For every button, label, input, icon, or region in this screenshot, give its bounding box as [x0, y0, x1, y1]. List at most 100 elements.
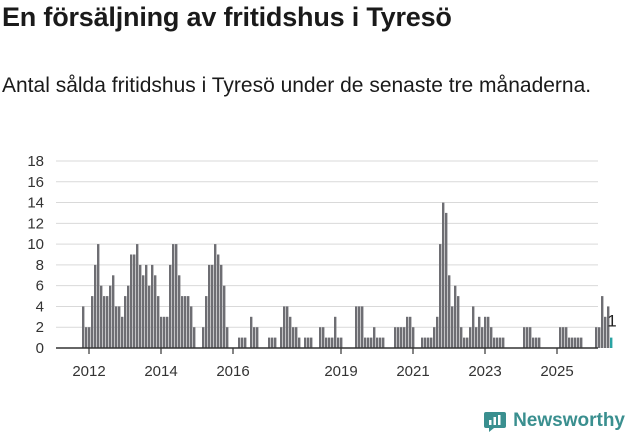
- bar: [469, 327, 472, 348]
- bar: [328, 337, 331, 348]
- bar: [406, 316, 409, 348]
- bar: [250, 316, 253, 348]
- bar: [226, 327, 229, 348]
- bar: [442, 202, 445, 348]
- bar: [223, 285, 226, 348]
- bar: [124, 296, 127, 348]
- bar: [268, 337, 271, 348]
- bar: [400, 327, 403, 348]
- bar: [115, 306, 118, 348]
- bar: [490, 327, 493, 348]
- bar: [220, 264, 223, 348]
- bar: [202, 327, 205, 348]
- y-tick-label: 12: [27, 215, 44, 232]
- y-tick-label: 16: [27, 174, 44, 191]
- bar: [184, 296, 187, 348]
- bar: [427, 337, 430, 348]
- bar: [253, 327, 256, 348]
- bar: [487, 316, 490, 348]
- bar: [472, 306, 475, 348]
- bar: [211, 264, 214, 348]
- bar: [364, 337, 367, 348]
- bar: [598, 327, 601, 348]
- bar: [208, 264, 211, 348]
- bar: [457, 296, 460, 348]
- bar: [82, 306, 85, 348]
- bar: [160, 316, 163, 348]
- bar: [322, 327, 325, 348]
- bar: [133, 254, 136, 348]
- bar: [85, 327, 88, 348]
- bar: [142, 275, 145, 348]
- bar: [433, 327, 436, 348]
- x-tick-label: 2023: [468, 363, 501, 380]
- bar: [610, 337, 613, 348]
- x-tick-label: 2019: [324, 363, 357, 380]
- bar: [112, 275, 115, 348]
- bar: [394, 327, 397, 348]
- bar: [304, 337, 307, 348]
- bar: [373, 327, 376, 348]
- page-subtitle: Antal sålda fritidshus i Tyresö under de…: [2, 74, 592, 97]
- bar: [475, 327, 478, 348]
- bar: [205, 296, 208, 348]
- bar: [526, 327, 529, 348]
- bar: [244, 337, 247, 348]
- bar: [100, 285, 103, 348]
- y-tick-label: 4: [36, 298, 44, 315]
- bar: [310, 337, 313, 348]
- bar-chart: 0 2 4 6 8 10 12 14 16 18 2012 2014 2016 2019 2021 2023 2…: [27, 153, 616, 380]
- bar: [448, 275, 451, 348]
- y-tick-label: 2: [36, 319, 44, 336]
- bar: [523, 327, 526, 348]
- bar: [103, 296, 106, 348]
- bar: [604, 316, 607, 348]
- bar: [361, 306, 364, 348]
- bar: [577, 337, 580, 348]
- bar: [532, 337, 535, 348]
- y-tick-label: 18: [27, 153, 44, 170]
- bar: [151, 264, 154, 348]
- bar: [370, 337, 373, 348]
- bar: [331, 337, 334, 348]
- bar: [190, 306, 193, 348]
- bar: [298, 337, 301, 348]
- bar: [106, 296, 109, 348]
- x-tick-label: 2012: [72, 363, 105, 380]
- bar: [376, 337, 379, 348]
- bar: [481, 327, 484, 348]
- last-value-annotation: 1: [607, 312, 616, 331]
- bar: [454, 285, 457, 348]
- bar: [421, 337, 424, 348]
- bar: [445, 212, 448, 348]
- bar: [493, 337, 496, 348]
- bar: [580, 337, 583, 348]
- newsworthy-brand: Newsworthy: [483, 409, 625, 433]
- bar: [91, 296, 94, 348]
- x-tick-label: 2016: [216, 363, 249, 380]
- bar: [319, 327, 322, 348]
- x-tick-label: 2025: [540, 363, 573, 380]
- bar: [193, 327, 196, 348]
- bar: [181, 296, 184, 348]
- y-tick-label: 10: [27, 236, 44, 253]
- bar: [607, 306, 610, 348]
- x-tick-label: 2014: [144, 363, 177, 380]
- bar: [355, 306, 358, 348]
- bar: [187, 296, 190, 348]
- bar: [502, 337, 505, 348]
- page-title: En försäljning av fritidshus i Tyresö: [2, 2, 452, 32]
- bar: [118, 306, 121, 348]
- y-tick-label: 14: [27, 195, 44, 212]
- bar: [478, 316, 481, 348]
- bar: [382, 337, 385, 348]
- bar: [571, 337, 574, 348]
- bar: [274, 337, 277, 348]
- bar: [127, 285, 130, 348]
- bar: [136, 244, 139, 348]
- bar: [292, 327, 295, 348]
- bar: [214, 244, 217, 348]
- y-tick-label: 0: [36, 340, 44, 357]
- bar: [535, 337, 538, 348]
- bar: [559, 327, 562, 348]
